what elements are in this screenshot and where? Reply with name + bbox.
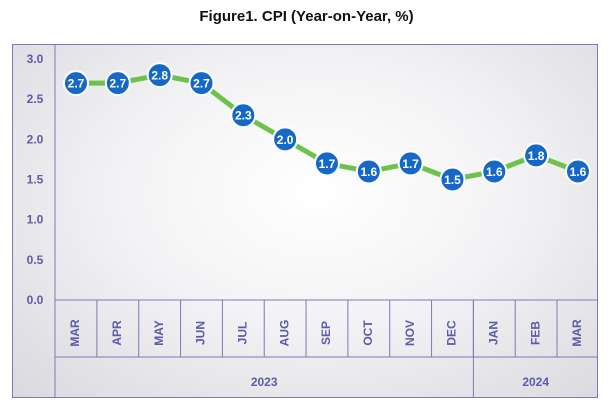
x-tick-label: MAR xyxy=(68,319,82,347)
data-point xyxy=(188,70,215,97)
data-label: 1.7 xyxy=(319,157,336,171)
data-label: 2.8 xyxy=(151,69,168,83)
year-label: 2023 xyxy=(251,375,278,389)
x-tick-label: AUG xyxy=(277,320,291,347)
y-tick-label: 1.0 xyxy=(27,213,44,227)
chart-frame xyxy=(12,44,598,398)
x-tick-label: SEP xyxy=(319,321,333,345)
data-label: 1.7 xyxy=(402,157,419,171)
data-label: 1.6 xyxy=(486,165,503,179)
y-tick-label: 3.0 xyxy=(27,52,44,66)
x-tick-label: JUN xyxy=(194,321,208,345)
year-label: 2024 xyxy=(522,375,549,389)
data-label: 2.0 xyxy=(277,133,294,147)
data-point xyxy=(146,62,173,89)
x-tick-label: MAY xyxy=(152,320,166,346)
x-tick-label: NOV xyxy=(403,320,417,346)
data-label: 1.6 xyxy=(360,165,377,179)
x-tick-label: JAN xyxy=(486,321,500,345)
data-point xyxy=(523,142,550,169)
data-point xyxy=(564,158,591,185)
y-tick-label: 2.0 xyxy=(27,132,44,146)
x-tick-label: JUL xyxy=(235,322,249,345)
x-tick-label: MAR xyxy=(570,319,584,347)
data-label: 2.7 xyxy=(193,77,210,91)
y-tick-label: 0.5 xyxy=(27,253,44,267)
data-point xyxy=(272,126,299,153)
data-label: 2.7 xyxy=(109,77,126,91)
y-tick-label: 2.5 xyxy=(27,92,44,106)
x-tick-label: FEB xyxy=(528,321,542,345)
data-point xyxy=(313,150,340,177)
data-label: 1.8 xyxy=(528,149,545,163)
data-label: 2.7 xyxy=(68,77,85,91)
data-label: 1.5 xyxy=(444,173,461,187)
data-point xyxy=(397,150,424,177)
data-point xyxy=(439,166,466,193)
x-tick-label: OCT xyxy=(361,320,375,346)
chart-title: Figure1. CPI (Year-on-Year, %) xyxy=(199,8,414,25)
x-tick-label: APR xyxy=(110,320,124,346)
data-point xyxy=(104,70,131,97)
data-label: 1.6 xyxy=(570,165,587,179)
data-point xyxy=(63,70,89,97)
data-point xyxy=(355,158,382,185)
data-label: 2.3 xyxy=(235,109,252,123)
data-point xyxy=(481,158,508,185)
y-tick-label: 0.0 xyxy=(27,293,44,307)
data-point xyxy=(230,102,257,129)
x-tick-label: DEC xyxy=(445,320,459,346)
y-tick-label: 1.5 xyxy=(27,173,44,187)
